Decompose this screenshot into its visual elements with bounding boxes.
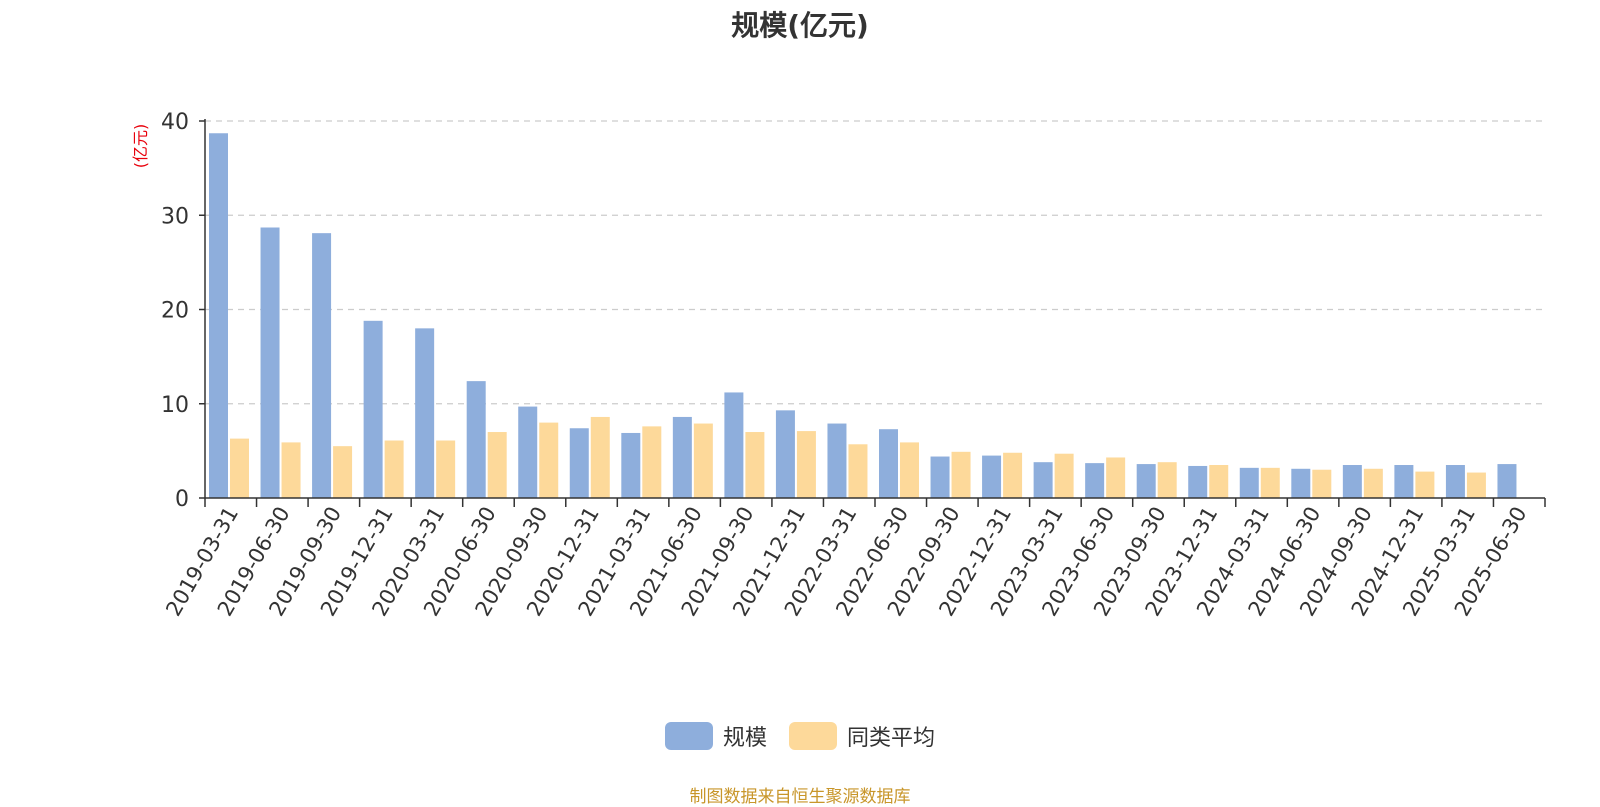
- bar-series-1[interactable]: [1394, 465, 1414, 498]
- bar-series-2[interactable]: [693, 423, 713, 498]
- bar-series-2[interactable]: [539, 422, 559, 498]
- legend-swatch-series-2: [789, 722, 837, 750]
- legend: 规模 同类平均: [0, 720, 1600, 752]
- bar-series-1[interactable]: [1188, 465, 1208, 498]
- bar-series-1[interactable]: [621, 432, 641, 498]
- bar-series-2[interactable]: [951, 451, 971, 498]
- y-axis-unit-label: (亿元): [131, 124, 150, 169]
- bar-series-2[interactable]: [1312, 469, 1332, 498]
- y-tick-label: 30: [161, 204, 189, 229]
- bar-series-1[interactable]: [466, 381, 486, 498]
- bars: [209, 133, 1517, 498]
- bar-series-1[interactable]: [363, 320, 383, 498]
- bar-series-2[interactable]: [1260, 467, 1280, 498]
- bar-series-1[interactable]: [982, 455, 1002, 498]
- bar-series-1[interactable]: [930, 456, 950, 498]
- bar-series-2[interactable]: [384, 440, 404, 498]
- bar-series-1[interactable]: [1239, 467, 1259, 498]
- bar-series-2[interactable]: [1363, 468, 1383, 498]
- bar-series-1[interactable]: [312, 233, 332, 498]
- bar-series-1[interactable]: [672, 416, 692, 498]
- legend-item-series-2[interactable]: 同类平均: [789, 720, 935, 752]
- bar-series-1[interactable]: [827, 423, 847, 498]
- bar-series-2[interactable]: [436, 440, 456, 498]
- bar-series-1[interactable]: [724, 392, 744, 498]
- bar-series-2[interactable]: [281, 442, 301, 498]
- bar-series-2[interactable]: [1106, 457, 1126, 498]
- bar-series-2[interactable]: [487, 432, 507, 498]
- bar-series-2[interactable]: [1003, 452, 1023, 498]
- bar-series-1[interactable]: [1291, 468, 1311, 498]
- bar-series-1[interactable]: [209, 133, 228, 498]
- bar-series-1[interactable]: [1497, 464, 1517, 498]
- bar-series-1[interactable]: [1445, 465, 1465, 498]
- y-tick-label: 20: [161, 299, 189, 324]
- bar-series-1[interactable]: [1342, 465, 1362, 498]
- bar-series-1[interactable]: [260, 227, 280, 498]
- bar-series-2[interactable]: [590, 416, 610, 498]
- bar-series-1[interactable]: [569, 428, 589, 498]
- bar-series-1[interactable]: [1085, 463, 1105, 498]
- bar-series-1[interactable]: [518, 406, 538, 498]
- bar-series-2[interactable]: [1054, 453, 1074, 498]
- legend-swatch-series-1: [664, 722, 713, 750]
- bar-series-2[interactable]: [796, 431, 816, 498]
- y-tick-label: 10: [161, 393, 189, 418]
- legend-item-series-1[interactable]: 规模: [664, 720, 767, 752]
- grid-lines: [205, 120, 1545, 405]
- bar-series-2[interactable]: [745, 432, 765, 498]
- bar-series-1[interactable]: [879, 429, 898, 498]
- bar-series-2[interactable]: [230, 438, 249, 498]
- source-note: 制图数据来自恒生聚源数据库: [689, 787, 911, 807]
- chart-title: 规模(亿元): [731, 9, 869, 42]
- bar-series-1[interactable]: [775, 410, 795, 498]
- bar-series-1[interactable]: [1033, 462, 1053, 498]
- bar-series-2[interactable]: [1466, 472, 1486, 498]
- bar-series-2[interactable]: [1209, 465, 1229, 498]
- y-tick-label: 40: [161, 110, 189, 135]
- y-tick-label: 0: [175, 487, 189, 512]
- bar-series-2[interactable]: [1157, 462, 1177, 498]
- bar-series-2[interactable]: [642, 426, 662, 498]
- bar-series-1[interactable]: [1136, 464, 1156, 498]
- bar-series-1[interactable]: [415, 328, 435, 498]
- bar-series-2[interactable]: [848, 444, 868, 498]
- bar-series-2[interactable]: [900, 442, 919, 498]
- legend-label-series-1: 规模: [722, 726, 767, 751]
- legend-label-series-2: 同类平均: [847, 726, 936, 751]
- axes: [204, 119, 1546, 507]
- bar-series-2[interactable]: [1415, 471, 1435, 498]
- bar-series-2[interactable]: [333, 446, 353, 498]
